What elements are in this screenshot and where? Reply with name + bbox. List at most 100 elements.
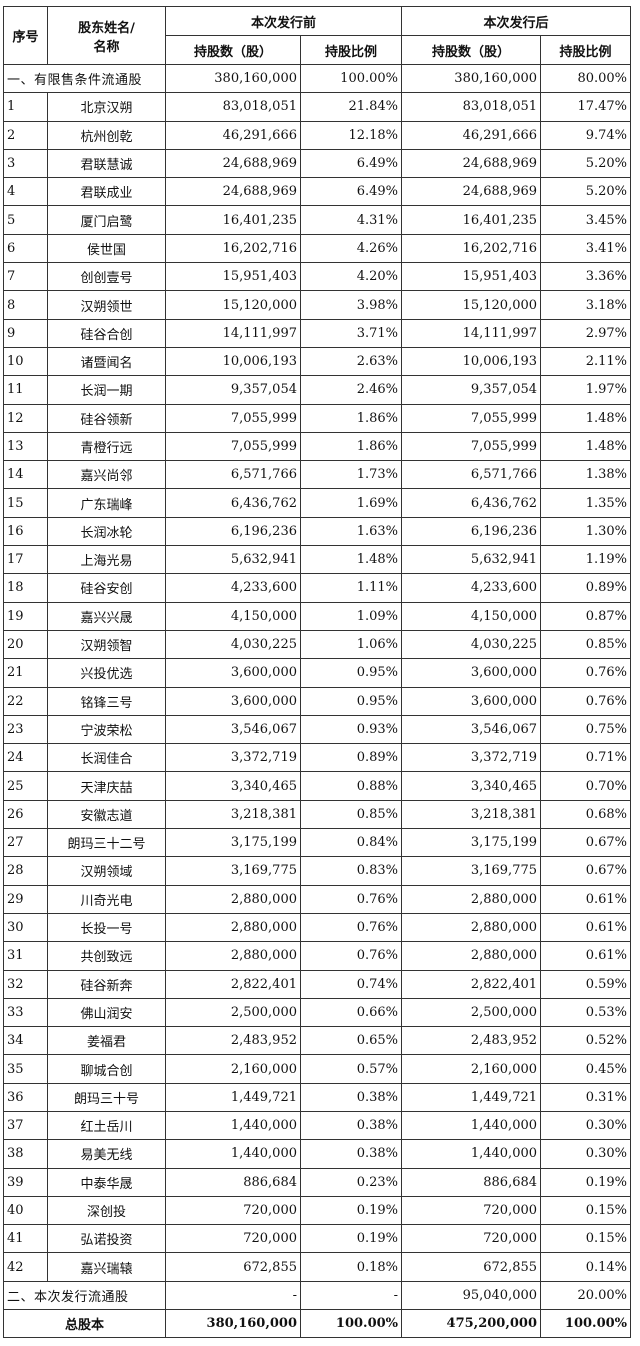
row-after-ratio: 1.48%: [540, 403, 632, 433]
row-index: 38: [3, 1139, 48, 1169]
row-before-ratio: 6.49%: [299, 148, 403, 179]
table-row: 14 嘉兴尚邻 6,571,766 1.73% 6,571,766 1.38%: [3, 460, 632, 490]
table-row: 36 朗玛三十号 1,449,721 0.38% 1,449,721 0.31%: [3, 1082, 632, 1112]
row-after-shares: 1,440,000: [401, 1110, 542, 1141]
row-before-shares: 3,175,199: [165, 828, 301, 858]
row-after-ratio: 0.87%: [540, 601, 632, 631]
header-name-line2: 名称: [93, 39, 120, 55]
row-before-ratio: 1.86%: [299, 431, 403, 462]
row-after-ratio: 1.30%: [540, 516, 632, 547]
row-name: 嘉兴瑞辕: [47, 1252, 166, 1282]
row-before-ratio: 2.46%: [299, 375, 403, 405]
row-name: 诸暨闻名: [47, 346, 166, 377]
section-restricted-before-ratio: 100.00%: [299, 63, 403, 94]
row-name: 嘉兴尚邻: [47, 460, 166, 490]
table-row: 32 硅谷新奔 2,822,401 0.74% 2,822,401 0.59%: [3, 969, 632, 999]
row-before-ratio: 3.71%: [299, 318, 403, 348]
row-before-shares: 3,169,775: [165, 856, 301, 886]
row-after-ratio: 5.20%: [540, 177, 632, 207]
row-after-ratio: 0.85%: [540, 629, 632, 660]
header-before: 本次发行前: [164, 6, 403, 36]
row-before-ratio: 2.63%: [299, 346, 403, 377]
row-index: 42: [3, 1252, 48, 1282]
row-index: 23: [3, 714, 48, 745]
table-row: 35 聊城合创 2,160,000 0.57% 2,160,000 0.45%: [3, 1054, 632, 1084]
row-before-ratio: 0.95%: [299, 686, 403, 716]
section-new-issue-row: 二、本次发行流通股 - - 95,040,000 20.00%: [3, 1280, 632, 1311]
row-index: 28: [3, 856, 48, 886]
row-after-ratio: 0.75%: [540, 714, 632, 745]
table-row: 23 宁波荣松 3,546,067 0.93% 3,546,067 0.75%: [3, 714, 632, 745]
row-name: 硅谷领新: [47, 403, 166, 433]
row-after-ratio: 0.59%: [540, 969, 632, 999]
row-before-shares: 16,202,716: [165, 233, 301, 264]
row-before-shares: 720,000: [165, 1224, 301, 1254]
row-after-shares: 14,111,997: [401, 318, 542, 348]
table-row: 19 嘉兴兴晟 4,150,000 1.09% 4,150,000 0.87%: [3, 601, 632, 631]
section-new-issue-before-shares: -: [165, 1280, 301, 1311]
row-after-shares: 3,175,199: [401, 828, 542, 858]
row-name: 君联成业: [47, 177, 166, 207]
row-after-ratio: 0.71%: [540, 743, 632, 773]
header-row-1: 序号 股东姓名/ 名称 本次发行前 本次发行后: [3, 6, 632, 65]
row-after-ratio: 0.45%: [540, 1054, 632, 1084]
row-before-ratio: 0.88%: [299, 771, 403, 801]
row-before-shares: 24,688,969: [165, 177, 301, 207]
row-after-ratio: 0.19%: [540, 1167, 632, 1197]
total-before-shares: 380,160,000: [165, 1309, 301, 1339]
row-index: 4: [3, 177, 48, 207]
header-after-ratio: 持股比例: [540, 35, 632, 65]
row-after-shares: 6,571,766: [401, 460, 542, 490]
row-after-shares: 16,401,235: [401, 205, 542, 235]
row-after-ratio: 0.67%: [540, 856, 632, 886]
row-name: 宁波荣松: [47, 714, 166, 745]
row-before-shares: 4,233,600: [165, 573, 301, 603]
row-after-shares: 46,291,666: [401, 120, 542, 150]
table-row: 41 弘诺投资 720,000 0.19% 720,000 0.15%: [3, 1224, 632, 1254]
row-name: 朗玛三十号: [47, 1082, 166, 1112]
row-before-ratio: 1.09%: [299, 601, 403, 631]
row-index: 5: [3, 205, 48, 235]
row-after-ratio: 0.15%: [540, 1224, 632, 1254]
row-index: 37: [3, 1110, 48, 1141]
row-name: 聊城合创: [47, 1054, 166, 1084]
header-index: 序号: [3, 6, 48, 65]
row-index: 11: [3, 375, 48, 405]
row-name: 汉朔领世: [47, 290, 166, 320]
table-row: 25 天津庆喆 3,340,465 0.88% 3,340,465 0.70%: [3, 771, 632, 801]
row-after-ratio: 0.30%: [540, 1139, 632, 1169]
section-new-issue-after-ratio: 20.00%: [540, 1280, 632, 1311]
row-after-ratio: 0.70%: [540, 771, 632, 801]
section-new-issue-before-ratio: -: [299, 1280, 403, 1311]
row-before-shares: 3,340,465: [165, 771, 301, 801]
row-after-shares: 7,055,999: [401, 431, 542, 462]
row-before-ratio: 1.69%: [299, 488, 403, 518]
row-after-ratio: 1.38%: [540, 460, 632, 490]
row-before-ratio: 0.89%: [299, 743, 403, 773]
row-after-shares: 15,951,403: [401, 262, 542, 292]
row-after-shares: 2,483,952: [401, 1026, 542, 1056]
row-after-shares: 4,030,225: [401, 629, 542, 660]
table-row: 42 嘉兴瑞辕 672,855 0.18% 672,855 0.14%: [3, 1252, 632, 1282]
row-before-shares: 3,600,000: [165, 686, 301, 716]
row-before-shares: 6,196,236: [165, 516, 301, 547]
row-after-ratio: 0.61%: [540, 912, 632, 943]
row-name: 汉朔领智: [47, 629, 166, 660]
row-name: 深创投: [47, 1195, 166, 1226]
row-after-shares: 3,340,465: [401, 771, 542, 801]
row-index: 8: [3, 290, 48, 320]
row-after-shares: 3,600,000: [401, 686, 542, 716]
table-row: 5 厦门启鹭 16,401,235 4.31% 16,401,235 3.45%: [3, 205, 632, 235]
row-before-ratio: 4.20%: [299, 262, 403, 292]
row-index: 40: [3, 1195, 48, 1226]
section-restricted-row: 一、有限售条件流通股 380,160,000 100.00% 380,160,0…: [3, 63, 632, 94]
row-after-shares: 2,160,000: [401, 1054, 542, 1084]
total-row: 总股本 380,160,000 100.00% 475,200,000 100.…: [3, 1309, 632, 1339]
section-restricted-before-shares: 380,160,000: [165, 63, 301, 94]
table-row: 27 朗玛三十二号 3,175,199 0.84% 3,175,199 0.67%: [3, 828, 632, 858]
row-name: 硅谷新奔: [47, 969, 166, 999]
table-row: 8 汉朔领世 15,120,000 3.98% 15,120,000 3.18%: [3, 290, 632, 320]
row-before-ratio: 0.65%: [299, 1026, 403, 1056]
table-row: 7 创创壹号 15,951,403 4.20% 15,951,403 3.36%: [3, 262, 632, 292]
row-after-ratio: 1.97%: [540, 375, 632, 405]
